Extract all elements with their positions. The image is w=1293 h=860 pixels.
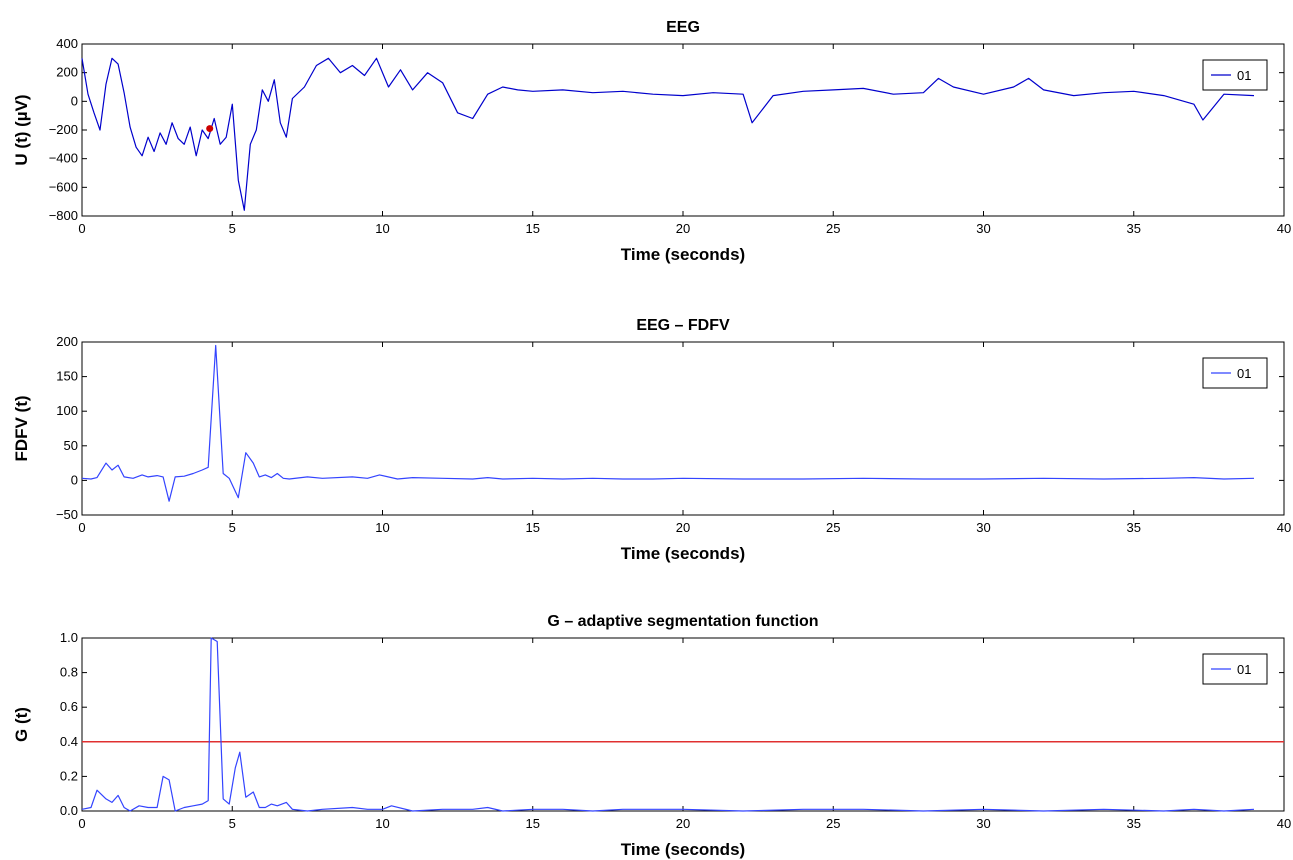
- chart-title: EEG: [666, 19, 700, 36]
- x-tick-label: 35: [1127, 221, 1141, 236]
- y-tick-label: −600: [49, 179, 78, 194]
- x-tick-label: 10: [375, 816, 389, 831]
- legend-label: 01: [1237, 68, 1251, 83]
- marker-point: [206, 125, 214, 133]
- x-tick-label: 35: [1127, 816, 1141, 831]
- legend-label: 01: [1237, 366, 1251, 381]
- x-tick-label: 20: [676, 816, 690, 831]
- x-tick-label: 5: [229, 816, 236, 831]
- x-tick-label: 30: [976, 816, 990, 831]
- y-tick-label: 50: [64, 438, 78, 453]
- y-tick-label: −800: [49, 208, 78, 223]
- x-tick-label: 15: [526, 520, 540, 535]
- x-tick-label: 5: [229, 221, 236, 236]
- x-tick-label: 30: [976, 520, 990, 535]
- chart-title: G – adaptive segmentation function: [547, 613, 818, 630]
- y-tick-label: 200: [56, 65, 78, 80]
- x-tick-label: 30: [976, 221, 990, 236]
- y-tick-label: 0.0: [60, 803, 78, 818]
- y-tick-label: 0.2: [60, 768, 78, 783]
- chart-panel-1: EEG 0 5 10 15 20 25 30 35 40 −800 −600 −400 −200 0 200 4…: [12, 19, 1291, 264]
- legend-label: 01: [1237, 662, 1251, 677]
- x-tick-label: 25: [826, 221, 840, 236]
- y-tick-label: 0: [71, 472, 78, 487]
- chart-panel-3: G – adaptive segmentation function 0 5 10 15…: [12, 613, 1291, 859]
- legend: 01: [1202, 653, 1268, 685]
- y-tick-label: −200: [49, 122, 78, 137]
- series-line-01: [81, 344, 1255, 502]
- x-tick-label: 20: [676, 221, 690, 236]
- x-tick-label: 10: [375, 221, 389, 236]
- x-axis-label: Time (seconds): [621, 245, 745, 264]
- y-tick-label: −50: [56, 507, 78, 522]
- y-axis-label: FDFV (t): [12, 395, 31, 461]
- y-tick-label: 100: [56, 403, 78, 418]
- x-tick-label: 10: [375, 520, 389, 535]
- x-tick-label: 40: [1277, 221, 1291, 236]
- y-tick-label: 400: [56, 36, 78, 51]
- y-tick-label: 0.8: [60, 665, 78, 680]
- x-tick-label: 35: [1127, 520, 1141, 535]
- x-tick-label: 25: [826, 816, 840, 831]
- plot-area: [81, 43, 1285, 217]
- y-axis-label: G (t): [12, 707, 31, 742]
- y-tick-label: 1.0: [60, 630, 78, 645]
- x-tick-label: 40: [1277, 520, 1291, 535]
- x-tick-label: 25: [826, 520, 840, 535]
- plot-area: [81, 637, 1285, 812]
- y-tick-label: 0.4: [60, 734, 78, 749]
- x-tick-label: 0: [78, 221, 85, 236]
- x-tick-label: 0: [78, 816, 85, 831]
- y-tick-label: 200: [56, 334, 78, 349]
- plot-area: [81, 341, 1285, 516]
- y-axis-label: U (t) (µV): [12, 94, 31, 165]
- y-tick-label: 0: [71, 93, 78, 108]
- x-axis-label: Time (seconds): [621, 544, 745, 563]
- x-tick-label: 40: [1277, 816, 1291, 831]
- legend: 01: [1202, 357, 1268, 389]
- chart-title: EEG – FDFV: [636, 317, 730, 334]
- y-tick-label: 150: [56, 369, 78, 384]
- series-line-01: [81, 637, 1255, 812]
- x-tick-label: 15: [526, 221, 540, 236]
- x-tick-label: 15: [526, 816, 540, 831]
- x-axis-label: Time (seconds): [621, 840, 745, 859]
- x-tick-label: 5: [229, 520, 236, 535]
- x-tick-label: 0: [78, 520, 85, 535]
- legend: 01: [1202, 59, 1268, 91]
- x-tick-label: 20: [676, 520, 690, 535]
- y-tick-label: 0.6: [60, 699, 78, 714]
- series-line-01: [81, 57, 1255, 211]
- y-tick-label: −400: [49, 151, 78, 166]
